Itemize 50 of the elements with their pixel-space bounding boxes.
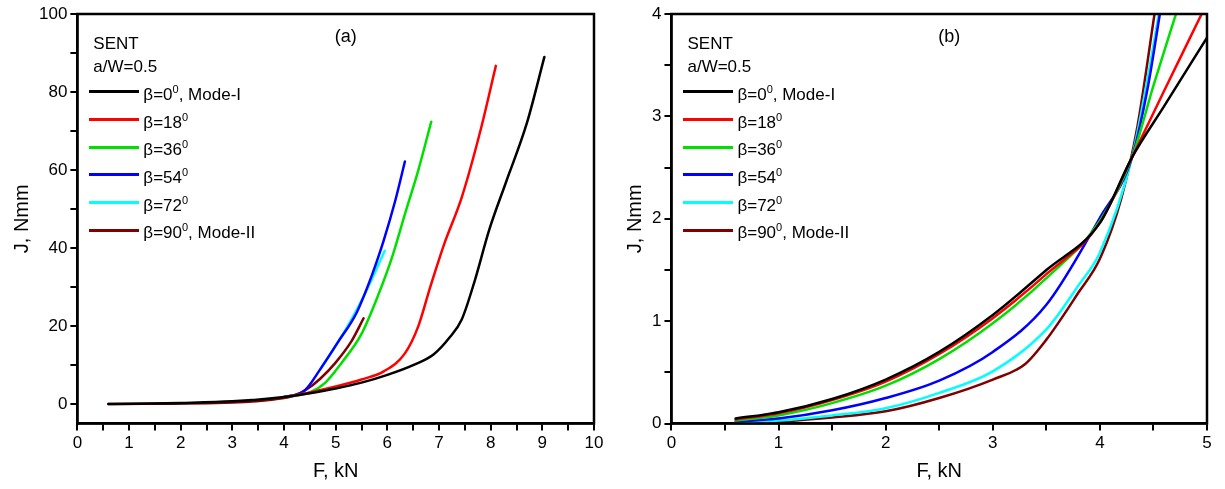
legend-label: β=72$^{0}$ xyxy=(737,192,783,217)
x-tick-label: 9 xyxy=(537,433,548,453)
annotation: a/W=0.5 xyxy=(92,56,159,78)
y-tick-label: 4 xyxy=(651,3,662,23)
x-tick-label: 3 xyxy=(988,433,998,453)
legend-label: β=72$^{0}$ xyxy=(143,192,189,217)
legend-label: β=36$^{0}$ xyxy=(737,137,783,161)
y-tick-label: 3 xyxy=(651,106,662,126)
text: (a) xyxy=(334,25,357,46)
y-tick-label: 40 xyxy=(48,237,68,257)
x-tick-label: 4 xyxy=(1095,433,1105,453)
legend-label: β=54$^{0}$ xyxy=(143,164,189,189)
y-tick-label: 20 xyxy=(48,315,68,335)
text: (b) xyxy=(938,25,961,46)
y-axis-title: J, Nmm xyxy=(9,184,32,254)
x-tick-label: 5 xyxy=(1202,433,1212,453)
x-tick-label: 2 xyxy=(880,433,891,453)
legend-label: β=90$^{0}$, Mode-II xyxy=(143,220,256,244)
x-tick-label: 0 xyxy=(666,433,677,453)
y-axis-title: J, Nmm xyxy=(622,184,645,254)
y-tick-label: 2 xyxy=(651,208,662,228)
annotation: a/W=0.5 xyxy=(686,56,753,78)
x-axis-title: F, kN xyxy=(312,458,359,481)
y-tick-label: 0 xyxy=(57,393,68,413)
legend-label: β=36$^{0}$ xyxy=(143,137,189,161)
y-tick-label: 0 xyxy=(651,413,662,433)
y-tick-label: 1 xyxy=(651,310,662,330)
x-tick-label: 4 xyxy=(279,433,289,453)
legend-label: β=18$^{0}$ xyxy=(143,109,189,134)
x-tick-label: 5 xyxy=(330,433,341,453)
x-tick-label: 2 xyxy=(175,433,186,453)
legend-label: β=90$^{0}$, Mode-II xyxy=(737,220,850,244)
x-tick-label: 0 xyxy=(72,433,83,453)
x-tick-label: 3 xyxy=(227,433,238,453)
x-tick-label: 1 xyxy=(124,433,134,453)
x-tick-label: 8 xyxy=(485,433,496,453)
legend-label: β=0$^{0}$, Mode-I xyxy=(143,82,242,106)
x-tick-label: 1 xyxy=(773,433,784,453)
annotation: SENT xyxy=(92,33,140,55)
legend-label: β=0$^{0}$, Mode-I xyxy=(737,82,836,106)
x-tick-label: 10 xyxy=(584,433,604,453)
y-tick-label: 100 xyxy=(38,3,68,23)
x-tick-label: 7 xyxy=(434,433,444,453)
y-tick-label: 60 xyxy=(48,159,68,179)
x-axis-title: F, kN xyxy=(916,458,963,481)
y-tick-label: 80 xyxy=(48,81,68,101)
annotation: SENT xyxy=(686,33,734,55)
x-tick-label: 6 xyxy=(382,433,393,453)
legend-label: β=54$^{0}$ xyxy=(737,164,783,189)
legend-label: β=18$^{0}$ xyxy=(737,109,783,134)
